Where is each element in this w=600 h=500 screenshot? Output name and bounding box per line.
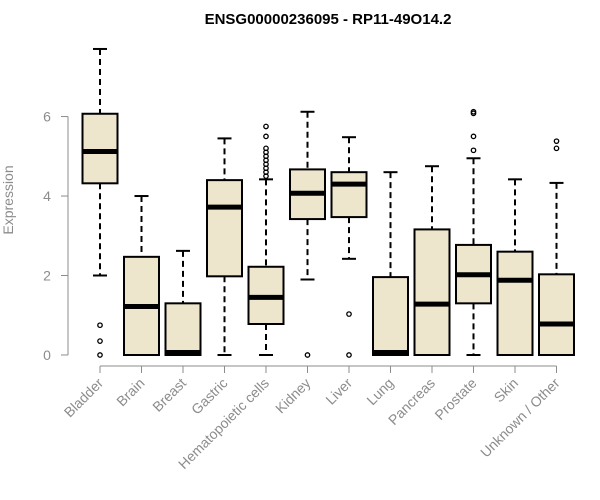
x-tick-label: Lung <box>363 375 396 408</box>
box-iqr <box>538 273 575 357</box>
y-tick-label: 4 <box>43 188 51 204</box>
outlier-point <box>263 133 269 140</box>
outlier-point <box>304 352 311 358</box>
box-iqr <box>496 250 534 357</box>
box-iqr <box>206 179 243 278</box>
x-tick-label: Kidney <box>272 375 314 417</box>
outlier-point <box>346 352 352 358</box>
box-group <box>538 138 575 357</box>
chart-title: ENSG00000236095 - RP11-49O14.2 <box>205 11 452 28</box>
outlier-point <box>470 147 477 154</box>
outlier-point <box>470 108 477 115</box>
x-tick-label: Unknown / Other <box>477 375 563 461</box>
box-group <box>289 110 326 358</box>
x-tick-label: Skin <box>491 375 522 406</box>
box-group <box>372 171 409 357</box>
y-tick-label: 2 <box>43 268 51 284</box>
outlier-point <box>346 311 352 317</box>
box-iqr <box>164 302 202 357</box>
box-group <box>164 249 202 357</box>
plot-area <box>81 47 575 358</box>
box-group <box>496 178 534 357</box>
outlier-point <box>97 338 103 344</box>
x-tick-label: Breast <box>149 375 189 415</box>
outlier-point <box>553 138 560 145</box>
x-tick-label: Prostate <box>431 375 479 423</box>
y-tick-label: 0 <box>43 347 51 363</box>
box-iqr <box>330 171 368 219</box>
outlier-point <box>263 145 269 152</box>
outlier-point <box>97 322 103 329</box>
outlier-point <box>97 352 103 358</box>
box-group <box>81 47 119 358</box>
box-group <box>455 108 492 356</box>
y-axis: 0 2 4 6 <box>43 109 69 363</box>
box-group <box>206 137 243 356</box>
x-tick-label: Brain <box>113 375 147 409</box>
outlier-point <box>553 145 560 152</box>
box-group <box>330 136 368 358</box>
box-group <box>413 165 451 357</box>
outlier-point <box>470 133 477 140</box>
x-tick-label: Liver <box>322 375 355 408</box>
y-axis-label: Expression <box>0 165 16 234</box>
box-iqr <box>372 276 409 357</box>
outlier-point <box>263 123 269 130</box>
box-group <box>247 123 285 356</box>
box-iqr <box>81 112 119 185</box>
x-tick-label: Bladder <box>61 375 107 421</box>
box-group <box>123 195 160 357</box>
y-tick-label: 6 <box>43 109 51 125</box>
box-iqr <box>413 228 451 357</box>
